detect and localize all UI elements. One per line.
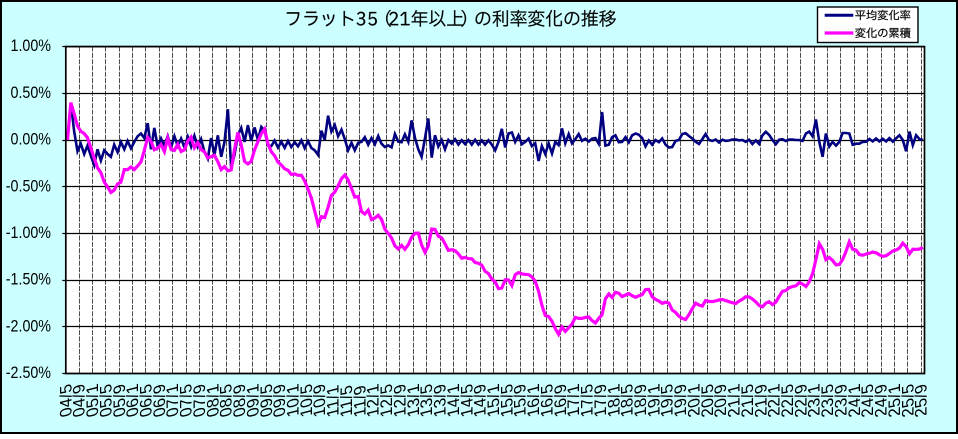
- svg-text:18/1: 18/1: [604, 382, 623, 419]
- svg-text:21/5: 21/5: [738, 382, 757, 419]
- svg-text:08/1: 08/1: [204, 382, 223, 419]
- svg-text:23/9: 23/9: [832, 382, 851, 419]
- svg-text:25/1: 25/1: [885, 382, 904, 419]
- svg-text:08/5: 08/5: [217, 382, 236, 419]
- svg-text:11/1: 11/1: [324, 383, 343, 419]
- svg-text:05/1: 05/1: [83, 382, 102, 419]
- svg-text:22/5: 22/5: [778, 382, 797, 419]
- svg-text:10/1: 10/1: [284, 382, 303, 419]
- svg-text:11/9: 11/9: [351, 383, 370, 419]
- svg-text:17/9: 17/9: [591, 382, 610, 419]
- svg-text:23/5: 23/5: [818, 382, 837, 419]
- svg-text:04/9: 04/9: [70, 382, 89, 419]
- svg-text:21/9: 21/9: [752, 382, 771, 419]
- svg-text:19/5: 19/5: [658, 382, 677, 419]
- svg-text:17/1: 17/1: [564, 382, 583, 419]
- svg-text:12/1: 12/1: [364, 382, 383, 419]
- svg-text:09/9: 09/9: [270, 382, 289, 419]
- svg-text:-1.00%: -1.00%: [6, 224, 51, 242]
- svg-text:1.00%: 1.00%: [11, 37, 52, 55]
- svg-text:24/1: 24/1: [845, 382, 864, 419]
- svg-text:24/5: 24/5: [858, 382, 877, 419]
- svg-text:09/5: 09/5: [257, 382, 276, 419]
- svg-text:24/9: 24/9: [872, 382, 891, 419]
- svg-text:18/5: 18/5: [618, 382, 637, 419]
- svg-text:0.50%: 0.50%: [11, 84, 52, 102]
- svg-text:13/1: 13/1: [404, 382, 423, 419]
- svg-text:11/5: 11/5: [337, 383, 356, 419]
- svg-text:06/5: 06/5: [137, 382, 156, 419]
- svg-text:10/5: 10/5: [297, 382, 316, 419]
- svg-text:09/1: 09/1: [244, 382, 263, 419]
- svg-text:06/1: 06/1: [123, 382, 142, 419]
- svg-text:08/9: 08/9: [230, 382, 249, 419]
- svg-text:14/1: 14/1: [444, 382, 463, 419]
- svg-text:20/9: 20/9: [711, 382, 730, 419]
- svg-text:06/9: 06/9: [150, 382, 169, 419]
- svg-text:17/5: 17/5: [578, 382, 597, 419]
- svg-text:22/1: 22/1: [765, 382, 784, 419]
- svg-text:13/9: 13/9: [431, 382, 450, 419]
- svg-text:-2.00%: -2.00%: [6, 317, 51, 335]
- svg-text:-2.50%: -2.50%: [6, 364, 51, 382]
- svg-text:19/1: 19/1: [645, 382, 664, 419]
- svg-text:14/5: 14/5: [457, 382, 476, 419]
- svg-text:20/5: 20/5: [698, 382, 717, 419]
- svg-text:04/5: 04/5: [57, 382, 76, 419]
- svg-text:12/9: 12/9: [391, 382, 410, 419]
- svg-text:20/1: 20/1: [685, 382, 704, 419]
- svg-text:21/1: 21/1: [725, 382, 744, 419]
- svg-text:07/9: 07/9: [190, 382, 209, 419]
- svg-text:0.00%: 0.00%: [11, 131, 52, 149]
- svg-text:25/9: 25/9: [912, 382, 931, 419]
- svg-text:05/5: 05/5: [97, 382, 116, 419]
- svg-text:16/5: 16/5: [538, 382, 557, 419]
- svg-text:05/9: 05/9: [110, 382, 129, 419]
- svg-text:16/9: 16/9: [551, 382, 570, 419]
- svg-text:15/5: 15/5: [498, 382, 517, 419]
- svg-text:-0.50%: -0.50%: [6, 177, 51, 195]
- svg-text:13/5: 13/5: [417, 382, 436, 419]
- svg-text:15/1: 15/1: [484, 382, 503, 419]
- svg-text:23/1: 23/1: [805, 382, 824, 419]
- svg-text:14/9: 14/9: [471, 382, 490, 419]
- svg-text:-1.50%: -1.50%: [6, 271, 51, 289]
- svg-text:07/1: 07/1: [163, 382, 182, 419]
- svg-text:19/9: 19/9: [671, 382, 690, 419]
- svg-text:16/1: 16/1: [524, 382, 543, 419]
- svg-text:22/9: 22/9: [792, 382, 811, 419]
- svg-text:12/5: 12/5: [377, 382, 396, 419]
- svg-text:18/9: 18/9: [631, 382, 650, 419]
- svg-text:15/9: 15/9: [511, 382, 530, 419]
- svg-text:10/9: 10/9: [310, 382, 329, 419]
- svg-text:07/5: 07/5: [177, 382, 196, 419]
- svg-text:25/5: 25/5: [899, 382, 918, 419]
